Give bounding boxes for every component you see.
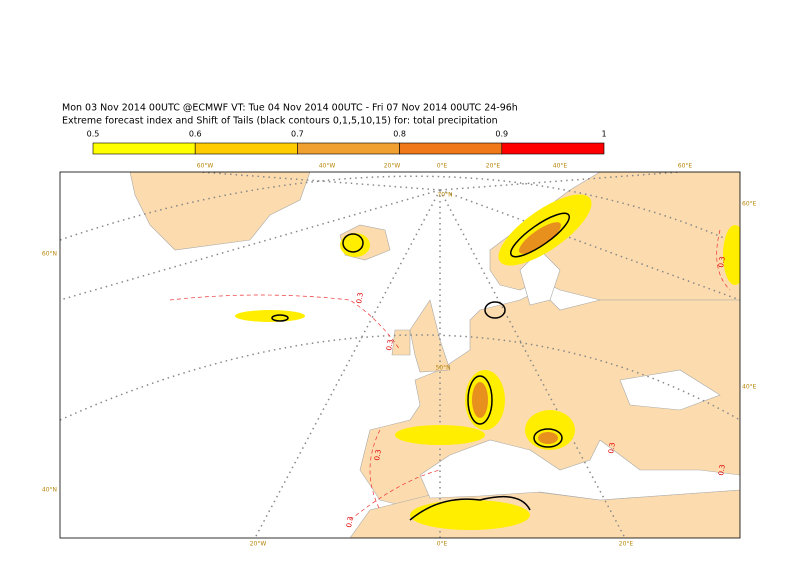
index-area <box>235 310 305 322</box>
graticule-label: 0°E <box>437 163 448 170</box>
index-area <box>410 500 530 530</box>
sot-contour <box>409 495 531 521</box>
colorbar-label: 0.6 <box>189 130 202 139</box>
contour-label: 0.3 <box>373 449 383 461</box>
sea <box>419 439 740 501</box>
graticule-label: 0°E <box>437 541 448 548</box>
colorbar-segment <box>297 142 400 155</box>
graticule <box>60 334 740 421</box>
colorbar-label: 0.9 <box>495 130 508 139</box>
contour <box>169 294 401 351</box>
graticule-label: 40°N <box>42 487 57 494</box>
sot-contour <box>484 301 506 319</box>
graticule-label: 20°W <box>250 541 267 548</box>
graticule <box>439 172 740 301</box>
colorbar-segment <box>501 142 605 155</box>
land <box>409 299 451 373</box>
graticule <box>60 175 740 246</box>
colorbar-label: 1 <box>601 130 606 139</box>
contour <box>349 469 441 521</box>
sea <box>619 369 721 411</box>
index-area <box>340 233 370 257</box>
graticule-label: 20°E <box>486 163 501 170</box>
colorbar-label: 0.8 <box>393 130 406 139</box>
graticule-label: 60°W <box>197 163 214 170</box>
contour <box>369 429 381 511</box>
index-area <box>538 432 558 444</box>
graticule-label: 60°E <box>742 201 757 208</box>
colorbar-segment <box>92 142 196 155</box>
contour-label: 0.3 <box>355 292 365 304</box>
index-area <box>723 225 740 285</box>
graticule-label: 70°N <box>437 192 452 199</box>
contour-label: 0.3 <box>607 442 617 454</box>
colorbar-label: 0.5 <box>87 130 100 139</box>
colorbar-segment <box>194 142 298 155</box>
index-area <box>525 410 575 450</box>
graticule-label: 40°W <box>319 163 336 170</box>
colorbar: 0.5 0.6 0.7 0.8 0.9 1 <box>87 130 607 155</box>
sot-contour <box>533 428 563 448</box>
graticule-label: 60°N <box>42 251 57 258</box>
sot-contour <box>510 212 570 258</box>
map: 60°W 40°W 20°W 0°E 20°E 40°E 60°E 20°W 0°E 20°E 60… <box>42 163 757 548</box>
graticule-label: 60°E <box>678 163 693 170</box>
sot-contour <box>271 314 289 322</box>
header-line: Extreme forecast index and Shift of Tail… <box>62 116 498 127</box>
colorbar-segment <box>399 142 503 155</box>
graticule-label: 40°E <box>742 384 757 391</box>
sot-contour <box>342 233 364 253</box>
graticule-label: 40°E <box>553 163 568 170</box>
land <box>129 172 311 251</box>
index-area <box>472 382 488 418</box>
index-area <box>395 425 485 445</box>
graticule-label: 50°N <box>435 365 450 372</box>
contour-label: 0.3 <box>385 339 395 351</box>
contour-label: 0.3 <box>345 516 355 528</box>
sot-contour <box>467 375 493 425</box>
contour <box>716 229 731 291</box>
contour-label: 0.3 <box>717 256 727 268</box>
map-frame <box>59 171 741 539</box>
index-area <box>519 222 561 254</box>
graticule-label: 20°W <box>384 163 401 170</box>
graticule-label: 20°E <box>619 541 634 548</box>
contour-label: 0.3 <box>717 464 727 476</box>
colorbar-label: 0.7 <box>291 130 304 139</box>
header-line: Mon 03 Nov 2014 00UTC @ECMWF VT: Tue 04 … <box>62 103 518 114</box>
land <box>391 329 411 356</box>
